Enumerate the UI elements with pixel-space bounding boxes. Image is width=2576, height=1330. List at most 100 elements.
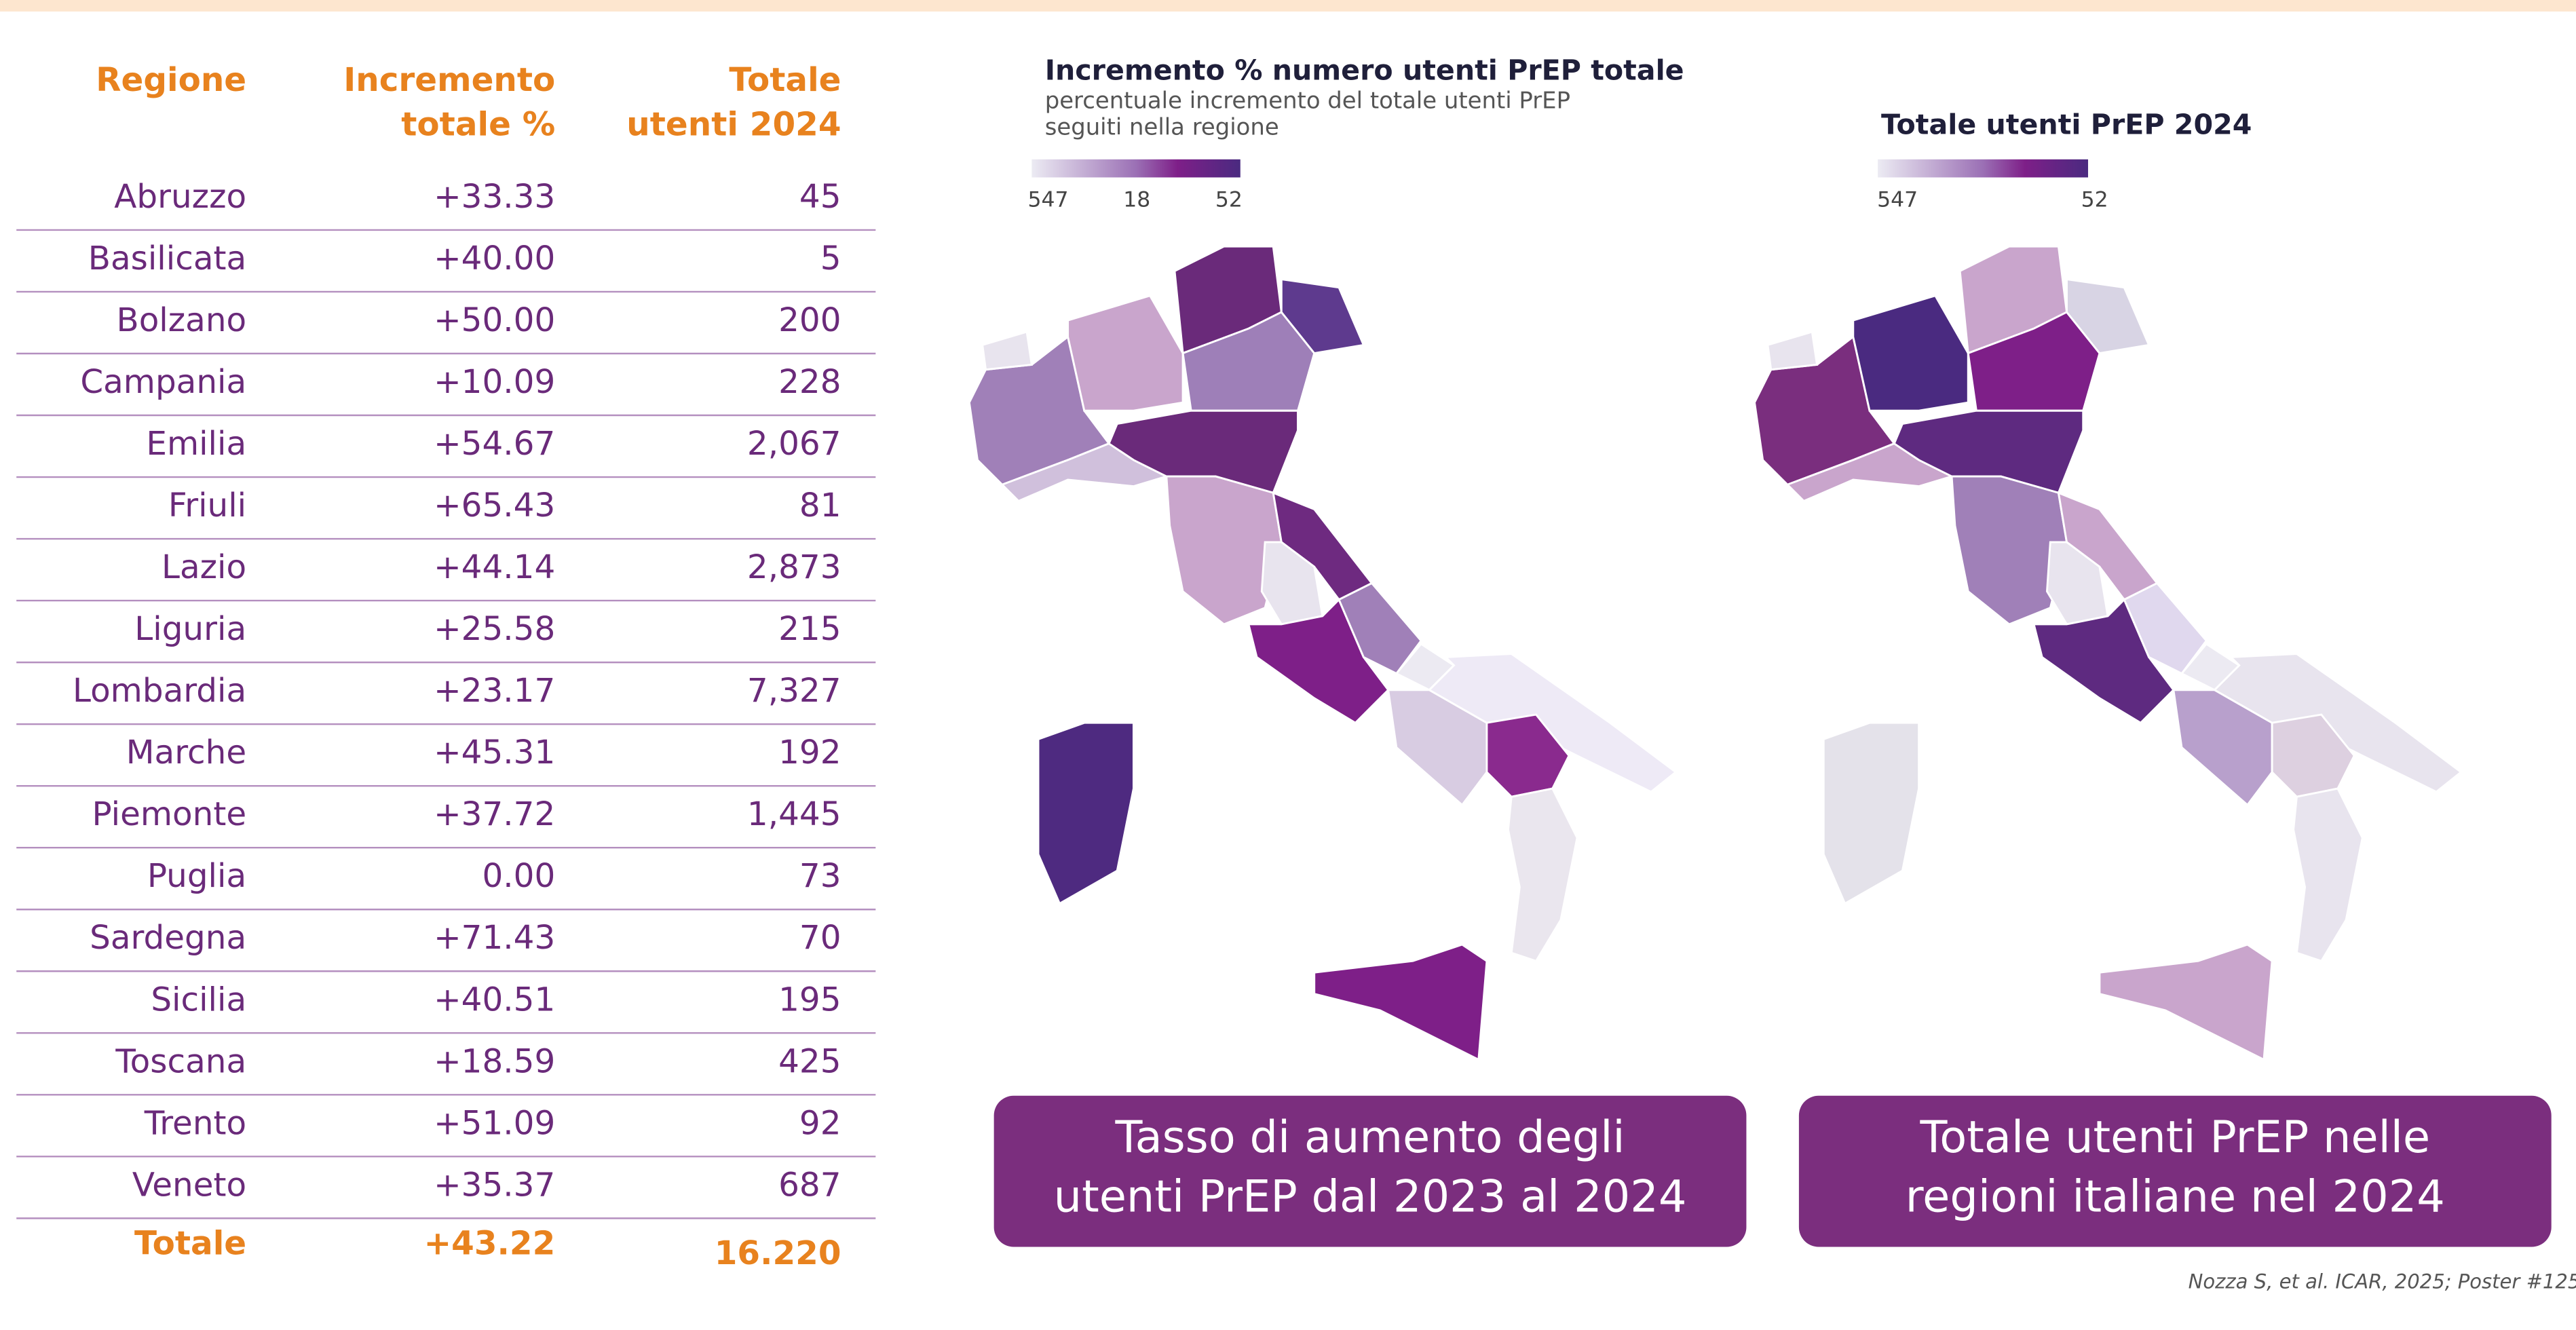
table-cell: 5 (820, 240, 841, 278)
region-lombardia (1067, 294, 1184, 412)
total-cell: +43.22 (424, 1225, 556, 1263)
table-cell: 425 (778, 1042, 841, 1080)
region-friuli (1280, 278, 1365, 355)
table-cell: 195 (778, 981, 841, 1019)
table-cell: Bolzano (116, 301, 246, 339)
table-cell: +44.14 (434, 548, 555, 586)
column-header: utenti 2024 (626, 105, 841, 143)
map (1754, 245, 2463, 1061)
legend-label: 547 (1028, 187, 1069, 212)
table-cell: 81 (799, 487, 841, 525)
caption-text: Totale utenti PrEP nelle (1919, 1112, 2430, 1163)
region-toscana (1950, 475, 2068, 626)
table-cell: 7,327 (747, 672, 841, 710)
region-valle-aosta (1766, 330, 1819, 371)
table-cell: +51.09 (434, 1104, 555, 1142)
region-abruzzo (1338, 582, 1422, 675)
column-header: Regione (96, 61, 246, 99)
map-subtitle: seguiti nella regione (1045, 113, 1279, 140)
table-cell: Piemonte (92, 795, 247, 833)
region-toscana (1165, 475, 1283, 626)
legend-label: 547 (1877, 187, 1918, 212)
column-header: Totale (729, 61, 841, 99)
table-cell: 73 (799, 857, 841, 895)
table-cell: 70 (799, 919, 841, 957)
table-cell: 228 (778, 363, 841, 401)
map-texts: Incremento % numero utenti PrEP totalepe… (993, 54, 2576, 1293)
table-cell: +33.33 (434, 178, 555, 216)
table-cell: Abruzzo (114, 178, 246, 216)
region-sardegna (1037, 721, 1135, 905)
table-cell: 0.00 (482, 857, 555, 895)
citation: Nozza S, et al. ICAR, 2025; Poster #125 (2189, 1270, 2576, 1293)
legend-label: 52 (1215, 187, 1243, 212)
table-cell: Marche (126, 734, 246, 772)
table-cell: 92 (799, 1104, 841, 1142)
table-cell: Sardegna (90, 919, 246, 957)
region-sicilia (2098, 943, 2273, 1061)
map-title: Totale utenti PrEP 2024 (1881, 108, 2252, 140)
table-cell: +65.43 (434, 487, 555, 525)
region-calabria (2292, 787, 2364, 962)
map-title: Incremento % numero utenti PrEP totale (1045, 54, 1684, 87)
table-cell: +10.09 (434, 363, 555, 401)
total-cell: Totale (134, 1225, 246, 1263)
legend-bar (1878, 159, 2088, 178)
map (968, 245, 1678, 1061)
region-emilia (1893, 409, 2085, 495)
table-cell: 200 (778, 301, 841, 339)
region-friuli (2066, 278, 2151, 355)
table-cell: 192 (778, 734, 841, 772)
total-cell: 16.220 (715, 1234, 841, 1272)
table-cell: Campania (80, 363, 246, 401)
region-sicilia (1313, 943, 1488, 1061)
caption-box (1798, 1095, 2552, 1247)
table-cell: 215 (778, 610, 841, 648)
region-lazio (1247, 598, 1390, 725)
legend-label: 52 (2081, 187, 2108, 212)
region-puglia (2213, 653, 2463, 793)
caption-text: utenti PrEP dal 2023 al 2024 (1054, 1171, 1687, 1222)
table-cell: 2,067 (747, 425, 841, 463)
table-cell: +23.17 (434, 672, 555, 710)
column-header: Incremento (343, 61, 555, 99)
region-valle-aosta (981, 330, 1033, 371)
table-cell: 1,445 (747, 795, 841, 833)
region-abruzzo (2123, 582, 2208, 675)
table-cell: 45 (799, 178, 841, 216)
column-header: totale % (401, 105, 555, 143)
caption-box (993, 1095, 1747, 1247)
table-cell: +40.00 (434, 240, 555, 278)
region-puglia (1427, 653, 1678, 793)
table-cell: Puglia (147, 857, 246, 895)
table: Regione Incremento totale % Totale utenti 20… (16, 61, 876, 1272)
table-cell: +45.31 (434, 734, 555, 772)
table-cell: Friuli (168, 487, 246, 525)
table-cell: Trento (144, 1104, 246, 1142)
table-cell: 2,873 (747, 548, 841, 586)
region-sardegna (1822, 721, 1920, 905)
region-lazio (2032, 598, 2175, 725)
table-cell: +54.67 (434, 425, 555, 463)
table-cell: +40.51 (434, 981, 555, 1019)
legend-label: 18 (1123, 187, 1150, 212)
top-band (0, 0, 2576, 12)
table-cell: Veneto (132, 1166, 246, 1204)
caption-text: Tasso di aumento degli (1114, 1112, 1625, 1163)
table-cell: Liguria (134, 610, 246, 648)
table-cell: +37.72 (434, 795, 555, 833)
table-cell: +71.43 (434, 919, 555, 957)
table-cell: 687 (778, 1166, 841, 1204)
table-cell: Basilicata (88, 240, 246, 278)
table-cell: Lazio (162, 548, 246, 586)
map-subtitle: percentuale incremento del totale utenti… (1045, 88, 1570, 114)
table-cell: Toscana (115, 1042, 246, 1080)
region-emilia (1107, 409, 1299, 495)
region-calabria (1507, 787, 1578, 962)
table-cell: Sicilia (151, 981, 246, 1019)
table-cell: Emilia (146, 425, 246, 463)
table-cell: +25.58 (434, 610, 555, 648)
caption-text: regioni italiane nel 2024 (1906, 1171, 2445, 1222)
